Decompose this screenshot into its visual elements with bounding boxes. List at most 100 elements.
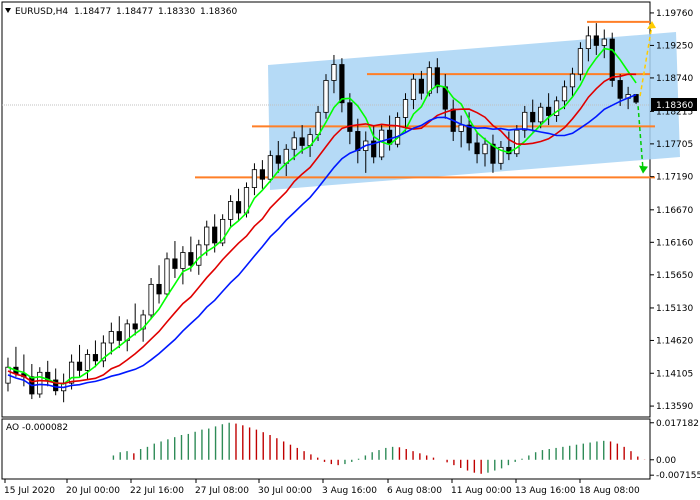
candle-bull	[267, 155, 273, 180]
candle-bear	[259, 169, 265, 180]
candle-bear	[116, 331, 122, 341]
forecast-down-arrow	[637, 106, 644, 170]
candle-bear	[92, 354, 99, 362]
candle-bull	[220, 218, 226, 244]
candle-bear	[347, 102, 353, 132]
ma-red-line	[7, 73, 637, 385]
current-price-label: 1.18360	[656, 101, 693, 111]
candle-bull	[585, 35, 591, 50]
time-tick-label: 30 Jul 00:00	[258, 486, 312, 496]
candle-bear	[76, 361, 83, 371]
price-tick-label: 1.15650	[656, 271, 693, 281]
candle-bull	[323, 80, 329, 113]
price-tick-label: 1.14105	[656, 369, 693, 379]
candle-bull	[458, 124, 464, 132]
chevron-down-icon[interactable]	[5, 8, 11, 13]
symbol-label: EURUSD,H4	[15, 7, 68, 17]
candle-bear	[490, 143, 496, 164]
candle-bull	[379, 129, 385, 158]
candle-bull	[482, 143, 488, 155]
candle-bear	[387, 129, 393, 145]
time-tick-label: 27 Jul 08:00	[195, 486, 249, 496]
price-tick-label: 1.16160	[656, 238, 693, 248]
price-tick-label: 1.17705	[656, 140, 693, 150]
candle-bull	[140, 314, 146, 330]
candle-bear	[235, 201, 242, 214]
ao-pane-frame	[1, 418, 651, 480]
candle-bear	[418, 78, 425, 94]
price-tick-label: 1.18215	[656, 107, 693, 117]
candle-bear	[371, 140, 377, 158]
candle-bull	[553, 100, 560, 116]
ao-histogram	[112, 422, 646, 474]
ma-blue-line	[7, 93, 637, 389]
candle-bull	[538, 106, 544, 123]
price-tick-label: 1.19250	[656, 41, 693, 51]
price-tick-label: 1.17190	[656, 173, 693, 183]
ao-tick-label: 0.00	[656, 456, 676, 466]
candle-bear	[188, 252, 194, 266]
candle-bull	[410, 78, 417, 100]
candle-bull	[394, 117, 401, 145]
arrow-up-icon	[647, 21, 656, 30]
ohlc-low: 1.18330	[158, 7, 195, 17]
time-tick-label: 22 Jul 16:00	[130, 486, 184, 496]
candle-bull	[196, 244, 202, 266]
candle-bear	[530, 111, 536, 123]
price-tick-label: 1.18740	[656, 74, 693, 84]
ao-tick-label: -0.007155	[656, 471, 700, 481]
candle-bull	[227, 201, 234, 220]
candle-bull	[164, 258, 170, 295]
price-tick-label: 1.19760	[656, 9, 693, 19]
candle-bear	[633, 94, 639, 103]
ma-green-line	[7, 47, 637, 385]
candle-bear	[609, 38, 615, 81]
candle-bear	[275, 155, 281, 164]
time-tick-label: 13 Aug 16:00	[515, 486, 576, 496]
time-tick-label: 20 Jul 00:00	[66, 486, 120, 496]
candle-bull	[84, 354, 91, 371]
candle-bear	[299, 137, 305, 146]
candle-bear	[593, 35, 599, 46]
symbol-header: EURUSD,H4 1.18477 1.18477 1.18330 1.1836…	[5, 7, 237, 17]
candle-bull	[569, 73, 576, 88]
ao-axis: 0.017182 0.00 -0.007155	[650, 419, 700, 481]
candle-bull	[561, 86, 568, 102]
time-tick-label: 3 Aug 16:00	[322, 486, 377, 496]
ohlc-close: 1.18360	[200, 7, 237, 17]
price-tick-label: 1.14620	[656, 336, 693, 346]
candle-bear	[355, 131, 361, 151]
time-tick-label: 6 Aug 08:00	[387, 486, 442, 496]
time-tick-label: 18 Aug 08:00	[579, 486, 640, 496]
candle-bull	[402, 99, 409, 118]
time-tick-label: 11 Aug 00:00	[451, 486, 512, 496]
candle-bear	[466, 124, 472, 144]
current-price-tag: 1.18360	[651, 98, 697, 111]
candle-bull	[315, 111, 321, 136]
ohlc-high: 1.18477	[116, 7, 153, 17]
candle-bull	[37, 371, 43, 395]
candle-bull	[577, 48, 584, 75]
time-tick-label: 15 Jul 2020	[4, 486, 55, 496]
candle-bear	[339, 64, 345, 104]
candle-bear	[474, 142, 480, 155]
candle-bear	[156, 283, 162, 295]
ao-label: AO -0.000082	[6, 423, 68, 433]
candle-bear	[212, 226, 218, 244]
price-axis: 1.19760 1.19250 1.18740 1.18215 1.17705 1.171…	[650, 9, 693, 412]
candle-bull	[251, 169, 258, 188]
candle-bull	[522, 111, 528, 131]
ao-tick-label: 0.017182	[656, 419, 699, 429]
candle-bull	[601, 38, 607, 46]
price-tick-label: 1.13590	[656, 402, 693, 412]
candle-bull	[498, 146, 504, 164]
candle-bear	[434, 67, 440, 88]
moving-averages	[7, 47, 637, 389]
candle-bull	[100, 342, 106, 362]
candle-bull	[108, 331, 114, 344]
candle-bull	[514, 129, 520, 155]
arrow-down-icon	[639, 165, 648, 174]
forecast-arrows	[637, 21, 656, 174]
